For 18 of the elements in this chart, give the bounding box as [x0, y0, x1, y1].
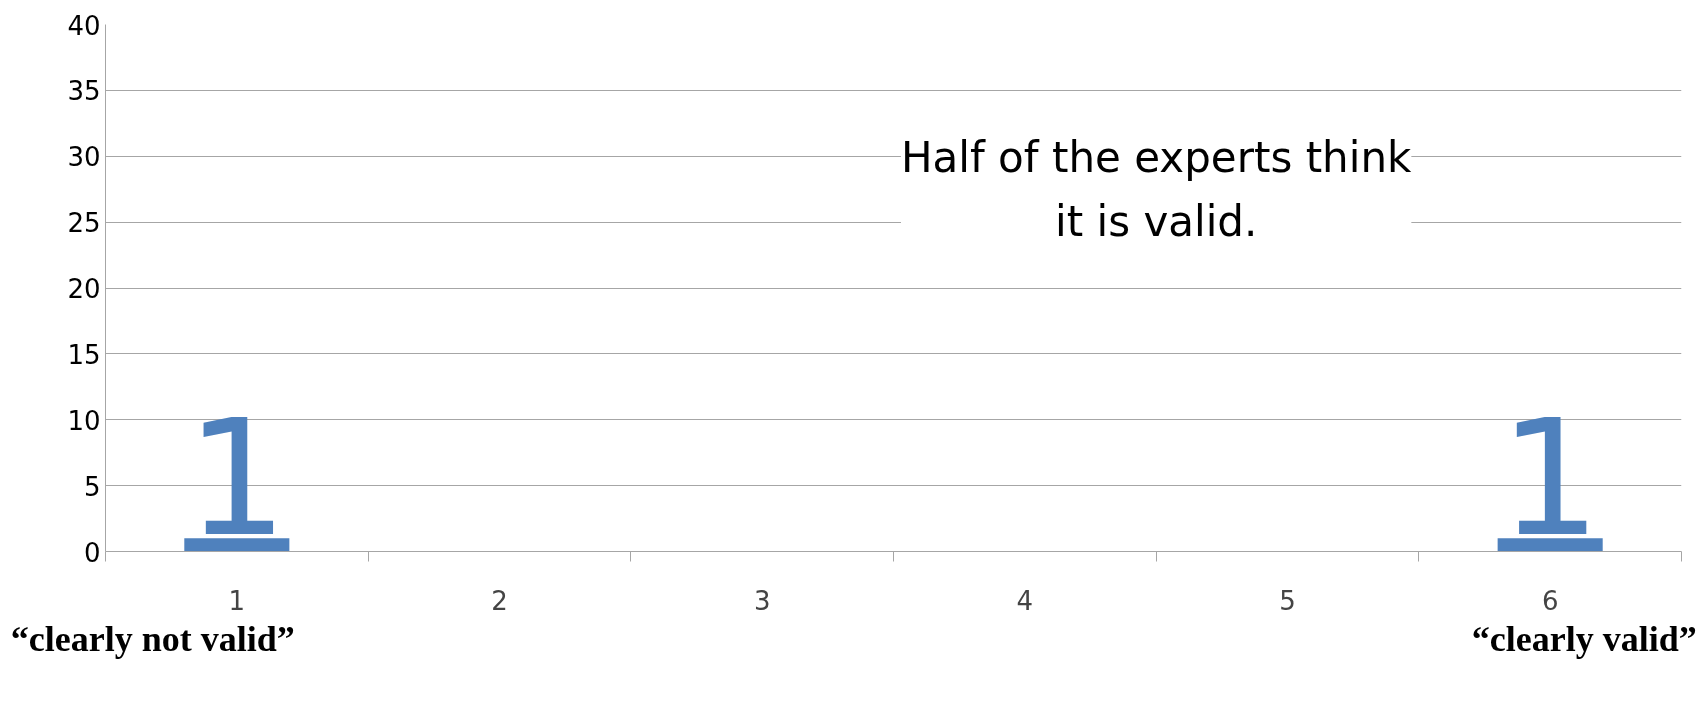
y-tick-label: 10	[67, 405, 101, 436]
text: “clearly not valid”	[10, 618, 295, 659]
y-tick-label: 15	[67, 339, 101, 370]
y-tick-label: 35	[67, 76, 101, 107]
x-tick-label: 6	[1541, 585, 1559, 616]
x-tick-label: 4	[1016, 585, 1034, 616]
y-tick-label: 30	[67, 142, 101, 173]
x-tick-label: 5	[1279, 585, 1296, 616]
y-tick-label: 5	[83, 471, 101, 502]
x-tick-label: 2	[491, 585, 508, 616]
x-tick-label: 3	[753, 585, 771, 616]
y-tick-label: 0	[83, 537, 101, 568]
y-tick-label: 40	[67, 10, 101, 41]
x-tick-label: 1	[228, 585, 246, 616]
text: “clearly valid”	[1471, 618, 1697, 659]
y-tick-label: 25	[67, 208, 101, 239]
annotation: Half of the experts think it is valid.	[900, 132, 1413, 246]
y-tick-label: 20	[67, 274, 101, 304]
